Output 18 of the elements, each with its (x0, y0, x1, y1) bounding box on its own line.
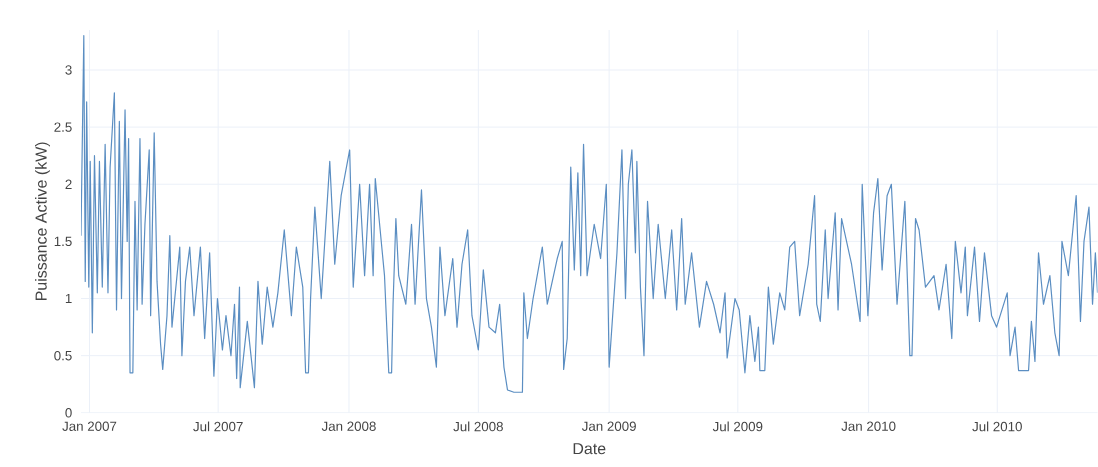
x-tick-label: Jul 2010 (972, 421, 1022, 432)
y-tick-label: 1.5 (54, 236, 72, 247)
x-tick-label: Jan 2009 (581, 421, 636, 432)
x-tick-label: Jan 2008 (321, 421, 376, 432)
y-axis-title: Puissance Active (kW) (35, 142, 50, 301)
x-tick-label: Jan 2010 (841, 421, 896, 432)
x-tick-label: Jan 2007 (62, 421, 117, 432)
x-tick-label: Jul 2007 (193, 421, 243, 432)
x-axis-title: Date (573, 443, 606, 455)
y-tick-label: 0.5 (54, 351, 72, 361)
y-tick-label: 0 (65, 408, 72, 418)
y-tick-label: 3 (65, 65, 72, 75)
y-tick-label: 2.5 (54, 122, 72, 132)
y-tick-label: 1 (65, 294, 72, 304)
y-tick-label: 2 (65, 179, 72, 190)
line-series (80, 35, 1098, 393)
x-tick-label: Jul 2009 (712, 421, 763, 432)
x-tick-label: Jul 2008 (453, 421, 503, 432)
